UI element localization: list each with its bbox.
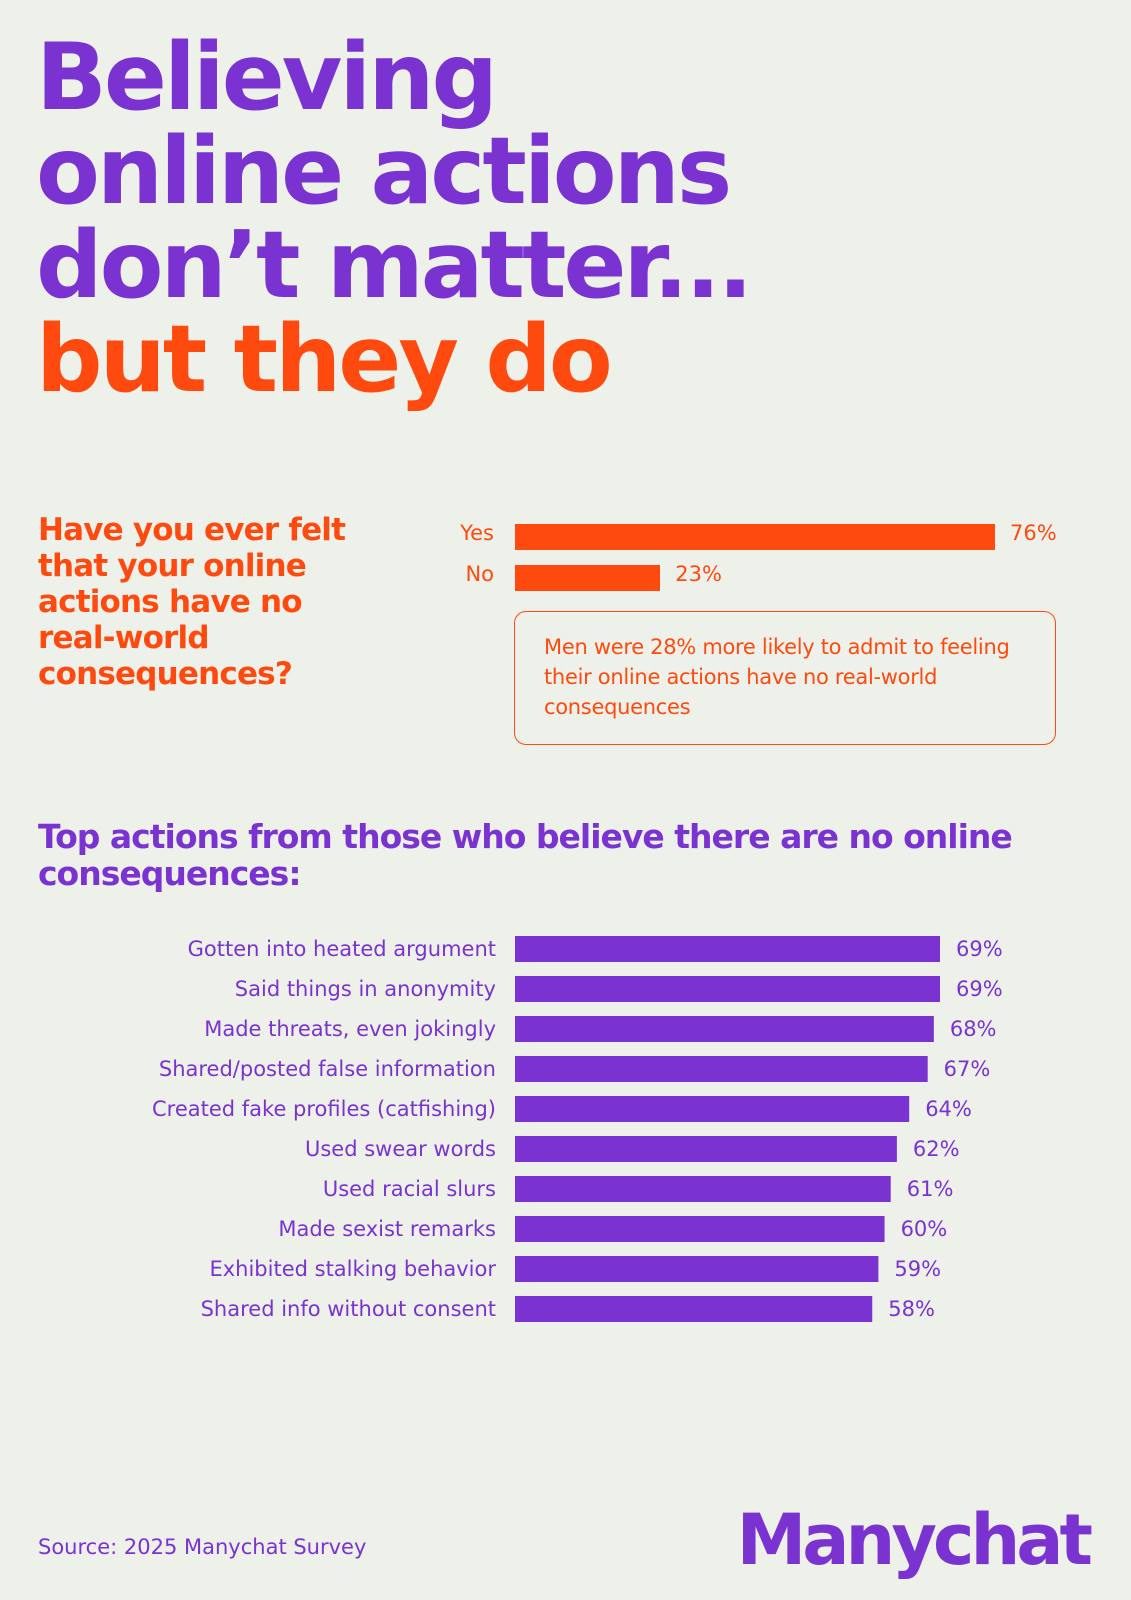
answer-label-yes: Yes — [460, 521, 494, 545]
category-label: Used racial slurs — [323, 1177, 496, 1201]
bar — [515, 976, 940, 1002]
bar — [515, 936, 940, 962]
bar — [515, 1136, 897, 1162]
callout-box: Men were 28% more likely to admit to fee… — [514, 611, 1056, 745]
bar — [515, 1176, 891, 1202]
category-label: Exhibited stalking behavior — [209, 1257, 496, 1281]
value-label: 68% — [950, 1017, 997, 1041]
headline-line-3: don’t matter... — [36, 211, 753, 319]
source-note: Source: 2025 Manychat Survey — [38, 1535, 367, 1559]
value-label: 59% — [894, 1257, 941, 1281]
value-label: 62% — [913, 1137, 960, 1161]
bar — [515, 1096, 910, 1122]
headline: Believing online actions don’t matter...… — [36, 23, 753, 413]
headline-line-2: online actions — [36, 117, 732, 225]
value-label: 64% — [925, 1097, 972, 1121]
section-title: Top actions from those who believe there… — [38, 817, 1013, 893]
value-label: 67% — [944, 1057, 991, 1081]
value-label: 61% — [907, 1177, 954, 1201]
category-label: Used swear words — [305, 1137, 496, 1161]
headline-line-4: but they do — [36, 305, 613, 413]
value-label: 60% — [901, 1217, 948, 1241]
category-label: Made threats, even jokingly — [204, 1017, 496, 1041]
headline-line-1: Believing — [36, 23, 498, 131]
callout-text: Men were 28% more likely to admit to fee… — [544, 635, 1010, 719]
category-label: Created fake profiles (catfishing) — [152, 1097, 496, 1121]
category-label: Shared/posted false information — [159, 1057, 496, 1081]
value-label: 69% — [956, 937, 1003, 961]
bar — [515, 1056, 928, 1082]
category-label: Said things in anonymity — [235, 977, 496, 1001]
bar — [515, 1216, 885, 1242]
bar — [515, 1296, 873, 1322]
answer-value-no: 23% — [675, 562, 722, 586]
answer-value-yes: 76% — [1010, 521, 1057, 545]
manychat-logo: Manychat — [736, 1499, 1093, 1581]
answer-label-no: No — [465, 562, 494, 586]
category-label: Shared info without consent — [201, 1297, 496, 1321]
answer-bar-no — [515, 565, 661, 591]
answer-bar-yes — [515, 524, 995, 550]
value-label: 69% — [956, 977, 1003, 1001]
survey-question: Have you ever felt that your online acti… — [38, 512, 346, 692]
actions-bar-chart: Gotten into heated argument 69% Said thing… — [152, 936, 1003, 1322]
bar — [515, 1256, 879, 1282]
bar — [515, 1016, 934, 1042]
value-label: 58% — [888, 1297, 935, 1321]
category-label: Made sexist remarks — [278, 1217, 496, 1241]
category-label: Gotten into heated argument — [188, 937, 496, 961]
